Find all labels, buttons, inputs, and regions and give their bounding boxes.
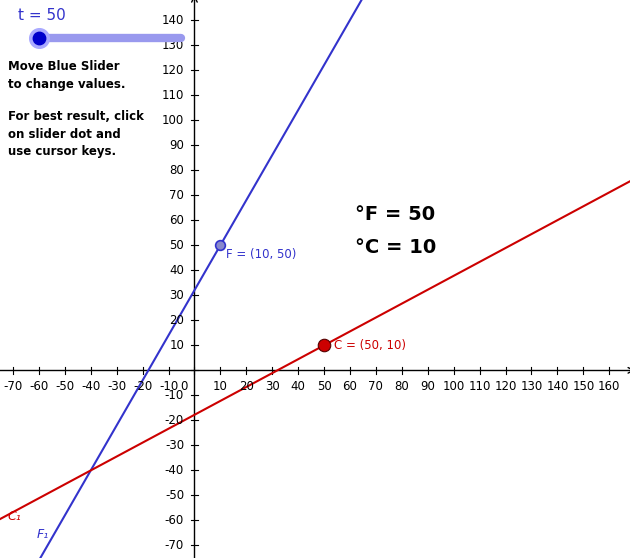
Text: 10: 10 bbox=[213, 381, 228, 393]
Text: -30: -30 bbox=[165, 439, 184, 452]
Text: 130: 130 bbox=[520, 381, 542, 393]
Text: 20: 20 bbox=[239, 381, 254, 393]
Text: Move Blue Slider: Move Blue Slider bbox=[8, 60, 120, 73]
Text: 50: 50 bbox=[317, 381, 331, 393]
Text: 10: 10 bbox=[169, 339, 184, 352]
Text: -60: -60 bbox=[29, 381, 49, 393]
Text: 40: 40 bbox=[169, 264, 184, 277]
Text: 30: 30 bbox=[265, 381, 280, 393]
Text: 140: 140 bbox=[162, 13, 184, 27]
Point bbox=[34, 33, 44, 42]
Text: °F = 50: °F = 50 bbox=[355, 205, 435, 224]
Text: 90: 90 bbox=[169, 138, 184, 152]
Text: 160: 160 bbox=[598, 381, 621, 393]
Text: F = (10, 50): F = (10, 50) bbox=[226, 248, 296, 261]
Text: 150: 150 bbox=[572, 381, 595, 393]
Text: C₁: C₁ bbox=[8, 511, 21, 523]
Text: -60: -60 bbox=[165, 514, 184, 527]
Text: use cursor keys.: use cursor keys. bbox=[8, 145, 116, 158]
Text: -70: -70 bbox=[165, 539, 184, 552]
Text: 70: 70 bbox=[169, 189, 184, 201]
Text: on slider dot and: on slider dot and bbox=[8, 128, 120, 141]
Text: -40: -40 bbox=[165, 464, 184, 477]
Text: 130: 130 bbox=[162, 39, 184, 51]
Text: 70: 70 bbox=[369, 381, 384, 393]
Text: -30: -30 bbox=[107, 381, 126, 393]
Text: -20: -20 bbox=[165, 414, 184, 427]
Text: -10: -10 bbox=[159, 381, 178, 393]
Text: 0: 0 bbox=[181, 381, 188, 393]
Text: -50: -50 bbox=[55, 381, 74, 393]
Text: -70: -70 bbox=[3, 381, 23, 393]
Text: C = (50, 10): C = (50, 10) bbox=[335, 339, 406, 352]
Text: 110: 110 bbox=[162, 89, 184, 102]
Text: to change values.: to change values. bbox=[8, 78, 125, 90]
Text: 30: 30 bbox=[169, 288, 184, 302]
Text: -50: -50 bbox=[165, 489, 184, 502]
Text: -10: -10 bbox=[165, 389, 184, 402]
Text: 80: 80 bbox=[394, 381, 410, 393]
Text: 20: 20 bbox=[169, 314, 184, 327]
Text: 110: 110 bbox=[469, 381, 491, 393]
Text: -20: -20 bbox=[133, 381, 152, 393]
Text: -40: -40 bbox=[81, 381, 100, 393]
Text: F₁: F₁ bbox=[37, 528, 49, 541]
Text: 120: 120 bbox=[495, 381, 517, 393]
Text: 100: 100 bbox=[443, 381, 465, 393]
Text: 60: 60 bbox=[169, 214, 184, 227]
Text: 90: 90 bbox=[420, 381, 435, 393]
Text: 100: 100 bbox=[162, 114, 184, 127]
Text: 50: 50 bbox=[169, 239, 184, 252]
Text: For best result, click: For best result, click bbox=[8, 110, 144, 123]
Text: 40: 40 bbox=[290, 381, 306, 393]
Text: 80: 80 bbox=[169, 163, 184, 177]
Text: t = 50: t = 50 bbox=[18, 8, 66, 23]
Text: 60: 60 bbox=[343, 381, 357, 393]
Text: 140: 140 bbox=[546, 381, 569, 393]
Text: °C = 10: °C = 10 bbox=[355, 238, 437, 257]
Text: 120: 120 bbox=[162, 64, 184, 76]
Point bbox=[34, 33, 44, 42]
